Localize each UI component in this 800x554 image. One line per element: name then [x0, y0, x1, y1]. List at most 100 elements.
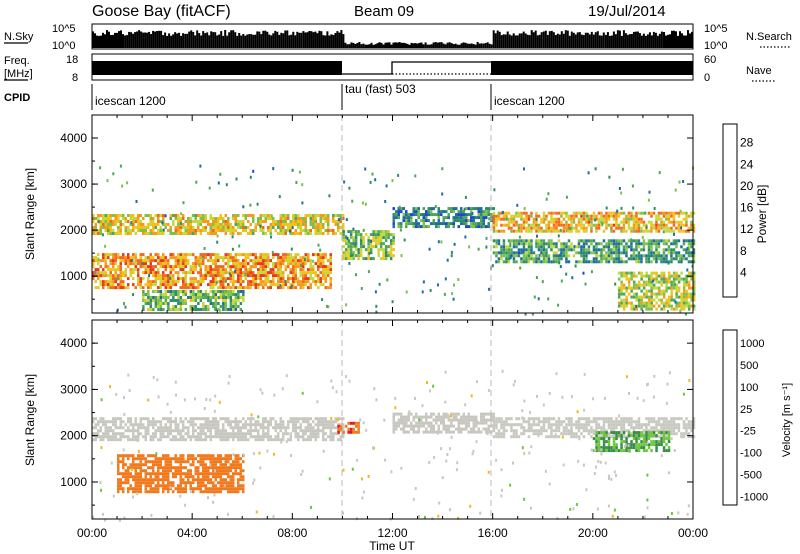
data-cell [182, 214, 185, 217]
scatter-cell [618, 187, 621, 190]
data-cell [124, 454, 127, 458]
data-cell [112, 265, 115, 269]
data-cell [525, 214, 528, 218]
data-cell [369, 257, 373, 261]
nsky-bar [624, 33, 627, 48]
data-cell [655, 254, 658, 258]
data-cell [302, 268, 305, 272]
data-cell [197, 469, 200, 473]
data-cell [137, 475, 140, 479]
scatter-cell [452, 297, 455, 301]
data-cell [207, 271, 210, 275]
data-cell [164, 259, 167, 263]
data-cell [134, 232, 137, 235]
scatter-cell [635, 305, 638, 308]
data-cell [219, 217, 222, 220]
data-cell [232, 466, 235, 470]
data-cell [690, 298, 693, 302]
data-cell [354, 230, 358, 234]
nsky-bar [390, 44, 393, 48]
nsky-bar [675, 31, 677, 48]
data-cell [197, 454, 200, 458]
data-cell [192, 487, 195, 491]
data-cell [630, 242, 633, 246]
scatter-cell [559, 228, 562, 232]
data-cell [224, 454, 227, 458]
data-cell [682, 301, 686, 305]
data-cell [159, 426, 162, 430]
scatter-cell [645, 225, 648, 229]
data-cell [617, 286, 621, 290]
data-cell [239, 429, 242, 433]
data-cell [432, 219, 435, 223]
data-cell [112, 232, 115, 235]
data-cell [162, 435, 165, 439]
data-cell [217, 217, 220, 220]
data-cell [112, 423, 115, 427]
data-cell [347, 248, 350, 252]
data-cell [227, 271, 230, 275]
data-cell [337, 438, 340, 442]
data-cell [392, 213, 395, 217]
data-cell [219, 487, 222, 491]
data-cell [460, 216, 463, 220]
data-cell [247, 432, 250, 436]
data-cell [575, 223, 578, 227]
data-cell [244, 435, 247, 439]
data-cell [592, 239, 596, 243]
data-cell [237, 232, 240, 235]
data-cell [595, 251, 598, 255]
data-cell [252, 217, 255, 220]
data-cell [312, 268, 315, 272]
data-cell [665, 211, 668, 215]
nsky-bar [298, 32, 301, 48]
data-cell [259, 283, 262, 287]
data-cell [442, 219, 445, 223]
data-cell [575, 245, 578, 249]
data-cell [632, 214, 636, 218]
scatter-cell [453, 283, 455, 287]
data-cell [234, 460, 237, 464]
data-cell [172, 256, 175, 260]
data-cell [227, 217, 230, 220]
data-cell [207, 220, 210, 223]
data-cell [395, 424, 398, 428]
data-cell [692, 248, 696, 252]
data-cell [269, 423, 272, 427]
data-cell [344, 251, 348, 255]
data-cell [537, 229, 541, 233]
data-cell [169, 293, 173, 296]
data-cell [465, 216, 468, 220]
data-cell [234, 299, 238, 302]
data-cell [222, 280, 225, 284]
data-cell [627, 257, 631, 261]
nsky-bar [96, 35, 98, 48]
scatter-cell [586, 214, 589, 218]
data-cell [322, 432, 325, 436]
data-cell [199, 256, 202, 260]
data-cell [204, 469, 207, 473]
data-cell [309, 223, 312, 226]
data-cell [525, 254, 528, 258]
data-cell [422, 424, 425, 428]
data-cell [665, 226, 668, 230]
data-cell [132, 217, 135, 220]
data-cell [357, 251, 360, 255]
data-cell [164, 457, 167, 461]
data-cell [317, 262, 320, 266]
data-cell [139, 481, 142, 485]
data-cell [172, 274, 175, 278]
data-cell [677, 304, 681, 308]
data-cell [217, 308, 220, 311]
data-cell [647, 248, 651, 252]
data-cell [560, 245, 563, 249]
data-cell [662, 295, 666, 299]
data-cell [344, 257, 348, 261]
nsky-bar [658, 33, 661, 48]
data-cell [570, 217, 573, 221]
data-cell [174, 265, 177, 269]
nsky-bar [236, 35, 239, 48]
scatter-cell [374, 178, 377, 182]
data-cell [642, 283, 646, 287]
data-cell [202, 417, 205, 421]
